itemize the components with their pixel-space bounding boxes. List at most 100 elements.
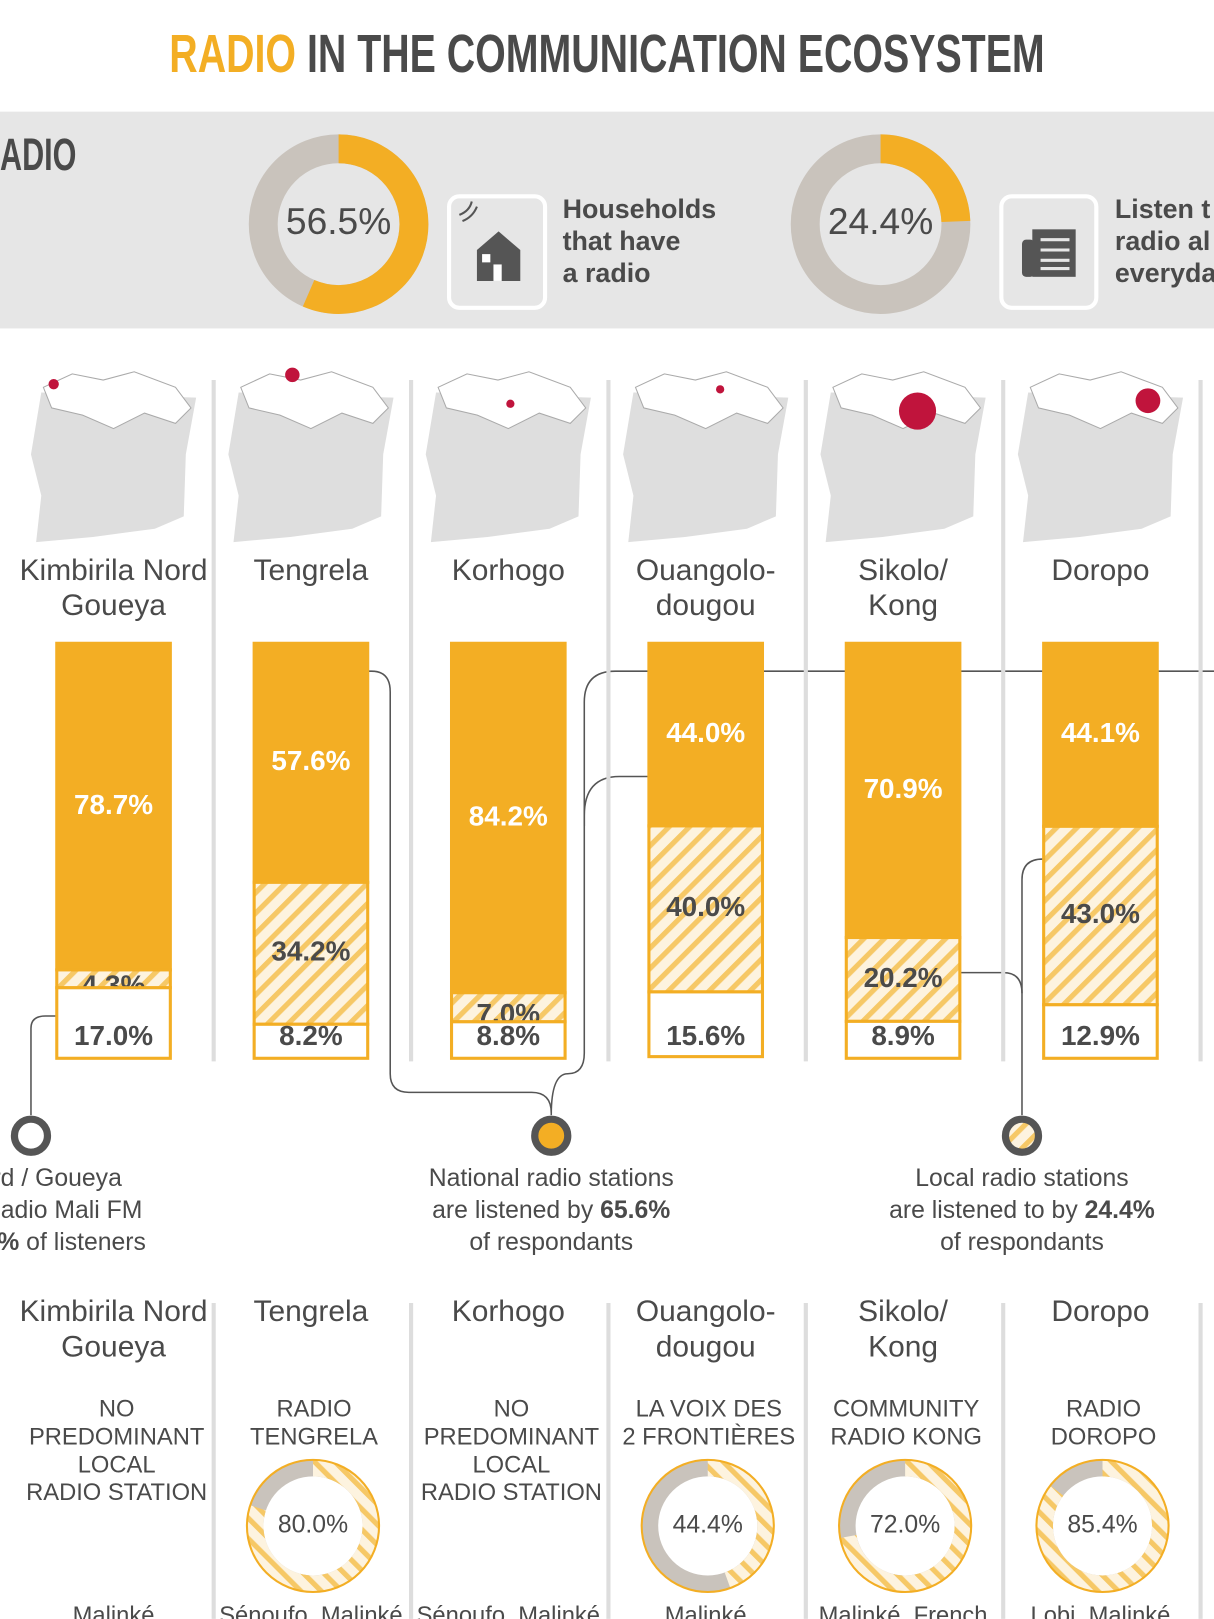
bar-label: 8.8% [477, 1020, 541, 1051]
languages: Malinké [665, 1603, 747, 1619]
region-name: Tengrela [254, 554, 369, 587]
station-name: RADIO [1066, 1397, 1141, 1423]
bar-label: 44.1% [1061, 717, 1140, 748]
donut-arc [641, 1459, 774, 1592]
note-text: 17% [0, 1229, 19, 1256]
map-country [30, 392, 197, 543]
bar-segment [844, 1019, 962, 1060]
station-name: NO [99, 1397, 135, 1423]
note-line: Local radio stations [915, 1165, 1128, 1192]
station-name: 2 FRONTIÈRES [622, 1423, 795, 1450]
map-north [42, 371, 192, 430]
region-name-lower: Kimbirila Nord [20, 1295, 208, 1328]
bar-label: 43.0% [1061, 898, 1140, 929]
region-name-lower: Tengrela [254, 1295, 369, 1328]
bar-segment [647, 824, 765, 994]
note-line: s like Radio Mali FM [0, 1197, 142, 1224]
bar-segment [1042, 824, 1159, 1007]
stat-text: Households [563, 194, 717, 224]
bar-label: 17.0% [74, 1020, 153, 1051]
station-name: PREDOMINANT [424, 1424, 599, 1450]
region-name-lower: Ouangolo- [636, 1295, 776, 1328]
note-text: Local radio stations [915, 1165, 1128, 1192]
map-country [425, 392, 591, 543]
bar-segment [252, 1022, 370, 1060]
languages: Malinké [73, 1603, 155, 1619]
bar-segment [844, 935, 962, 1023]
note-line: able 17% of listeners [0, 1229, 146, 1256]
donut-arc [790, 134, 971, 314]
donut-edge [838, 1458, 973, 1594]
note-text: are listened by [432, 1197, 600, 1224]
languages: Malinké, French [819, 1603, 988, 1619]
donut-edge [640, 1458, 775, 1594]
bar-label: 8.9% [871, 1020, 935, 1051]
station-name: RADIO STATION [26, 1480, 207, 1506]
bar-segment [252, 641, 370, 884]
bar-label: 20.2% [864, 962, 943, 993]
bar-label: 34.2% [271, 936, 350, 967]
share-value: 72.0% [870, 1511, 940, 1538]
bar-label: 15.6% [666, 1020, 745, 1051]
region-name: Kong [868, 589, 938, 622]
languages: Lobi, Malinké [1031, 1603, 1171, 1619]
region-name-lower: Goueya [61, 1330, 166, 1363]
map-country [623, 392, 789, 543]
station-name: NO [494, 1397, 530, 1423]
note-text: of listeners [19, 1229, 146, 1256]
bar-label: 8.2% [279, 1020, 343, 1051]
map-highlight [716, 385, 725, 394]
stat-value: 24.4% [828, 200, 933, 242]
bar-label: 84.2% [469, 800, 548, 831]
title-highlight: RADIO [169, 24, 296, 84]
note-line: of respondants [940, 1229, 1104, 1256]
note-text: are listened to by [889, 1197, 1085, 1224]
languages: Sénoufo, Malinké [417, 1603, 600, 1619]
note-text: 65.6% [600, 1197, 670, 1224]
legend-marker [10, 1115, 52, 1156]
legend-marker [1001, 1115, 1043, 1156]
bar-segment [55, 641, 172, 972]
bar-segment [647, 641, 765, 828]
station-name: LOCAL [78, 1452, 156, 1478]
note-text: of respondants [469, 1229, 633, 1256]
region-name-lower: Doropo [1051, 1295, 1149, 1328]
icon-radio-house [446, 194, 548, 310]
bar-label: 12.9% [1061, 1020, 1140, 1051]
note-line: are listened to by 24.4% [889, 1197, 1155, 1224]
region-name: dougou [656, 589, 756, 622]
bar-segment [1042, 1003, 1159, 1060]
region-name-lower: Sikolo/ [858, 1295, 948, 1328]
region-name: Goueya [61, 589, 166, 622]
note-text: a Nord / Goueya [0, 1165, 122, 1192]
bar-label: 44.0% [666, 717, 745, 748]
bar-segment [449, 1020, 567, 1060]
languages: Sénoufo, Malinké [219, 1603, 402, 1619]
note-line: a Nord / Goueya [0, 1165, 122, 1192]
region-name: Ouangolo- [636, 554, 776, 587]
region-name-lower: Kong [868, 1330, 938, 1363]
map-highlight [898, 392, 937, 430]
station-name: TENGRELA [250, 1424, 378, 1450]
bar-label: 57.6% [271, 745, 350, 776]
station-name: PREDOMINANT [29, 1424, 204, 1450]
note-line: are listened by 65.6% [432, 1197, 670, 1224]
map-highlight [48, 379, 59, 390]
station-name: LOCAL [472, 1452, 550, 1478]
donut-arc [246, 1459, 380, 1592]
region-name-lower: Korhogo [452, 1295, 565, 1328]
map-country [820, 392, 986, 543]
bar-label: 40.0% [666, 891, 745, 922]
note-line: of respondants [469, 1229, 633, 1256]
legend-marker [531, 1115, 572, 1156]
section-title: ADIO [0, 129, 76, 180]
connectors [30, 670, 1214, 1116]
note-text: s like Radio Mali FM [0, 1197, 142, 1224]
map-country [228, 392, 394, 543]
donut-arc [1036, 1459, 1169, 1592]
bar-segment [449, 641, 567, 995]
bar-segment [647, 990, 765, 1059]
region-name: Sikolo/ [858, 554, 948, 587]
bar-label: 70.9% [864, 773, 943, 804]
